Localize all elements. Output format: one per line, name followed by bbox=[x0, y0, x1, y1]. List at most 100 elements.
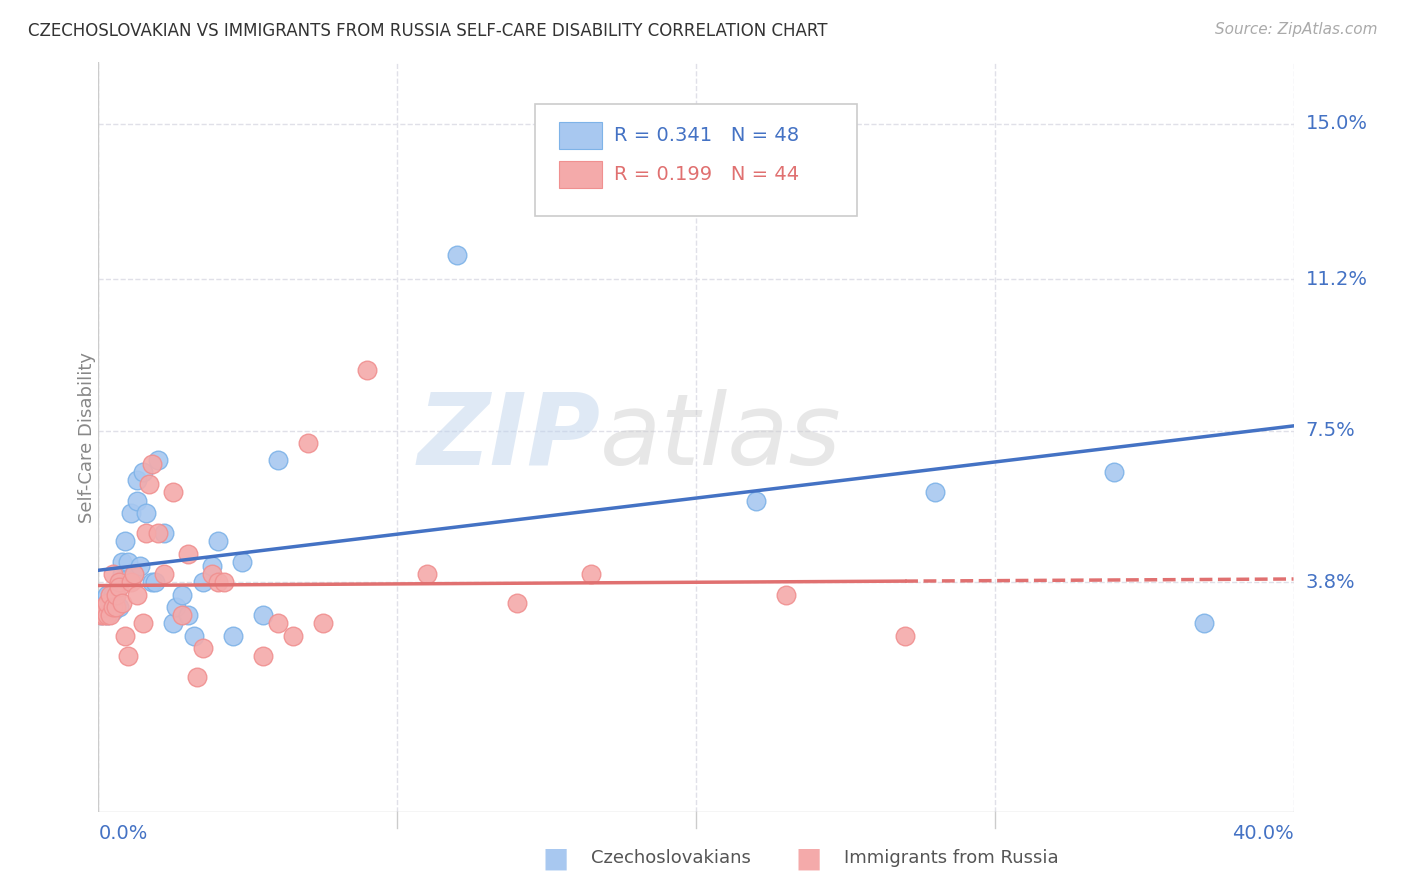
Point bbox=[114, 534, 136, 549]
Point bbox=[745, 493, 768, 508]
Point bbox=[96, 608, 118, 623]
Y-axis label: Self-Care Disability: Self-Care Disability bbox=[79, 351, 96, 523]
Point bbox=[120, 575, 142, 590]
Text: Czechoslovakians: Czechoslovakians bbox=[591, 849, 751, 867]
Text: CZECHOSLOVAKIAN VS IMMIGRANTS FROM RUSSIA SELF-CARE DISABILITY CORRELATION CHART: CZECHOSLOVAKIAN VS IMMIGRANTS FROM RUSSI… bbox=[28, 22, 828, 40]
Text: 7.5%: 7.5% bbox=[1306, 421, 1355, 441]
Point bbox=[138, 477, 160, 491]
Point bbox=[446, 248, 468, 262]
Point bbox=[186, 670, 208, 684]
Point bbox=[231, 555, 253, 569]
Point bbox=[207, 575, 229, 590]
Point bbox=[172, 608, 194, 623]
Point bbox=[153, 526, 176, 541]
Point bbox=[183, 629, 205, 643]
Point bbox=[894, 629, 917, 643]
Point bbox=[281, 629, 304, 643]
Point bbox=[93, 608, 115, 623]
FancyBboxPatch shape bbox=[534, 103, 858, 216]
Point bbox=[124, 567, 146, 582]
Point bbox=[143, 575, 166, 590]
Text: Source: ZipAtlas.com: Source: ZipAtlas.com bbox=[1215, 22, 1378, 37]
Point bbox=[105, 599, 128, 614]
Point bbox=[148, 452, 170, 467]
Point bbox=[252, 608, 274, 623]
Point bbox=[111, 555, 134, 569]
Point bbox=[581, 567, 603, 582]
Point bbox=[165, 599, 187, 614]
Point bbox=[356, 362, 378, 376]
Point bbox=[141, 575, 163, 590]
Point bbox=[90, 608, 112, 623]
Point bbox=[96, 596, 118, 610]
Point bbox=[111, 596, 134, 610]
Point bbox=[201, 559, 224, 574]
Point bbox=[162, 616, 184, 631]
Point bbox=[93, 591, 115, 606]
Point bbox=[148, 526, 170, 541]
Point bbox=[177, 547, 200, 561]
Point bbox=[105, 596, 128, 610]
Text: ■: ■ bbox=[796, 844, 821, 872]
Point bbox=[172, 588, 194, 602]
Point bbox=[141, 457, 163, 471]
Point bbox=[162, 485, 184, 500]
Point bbox=[135, 506, 157, 520]
Text: atlas: atlas bbox=[600, 389, 842, 485]
Point bbox=[108, 575, 131, 590]
Text: 15.0%: 15.0% bbox=[1306, 114, 1368, 134]
Point bbox=[96, 588, 118, 602]
Text: R = 0.199   N = 44: R = 0.199 N = 44 bbox=[613, 165, 799, 185]
Point bbox=[103, 596, 125, 610]
Point bbox=[252, 649, 274, 664]
Point bbox=[222, 629, 245, 643]
Text: 40.0%: 40.0% bbox=[1232, 824, 1294, 843]
Point bbox=[103, 588, 125, 602]
Point bbox=[96, 599, 118, 614]
Point bbox=[132, 616, 155, 631]
Point bbox=[96, 608, 118, 623]
Point bbox=[506, 596, 529, 610]
Point bbox=[550, 125, 572, 139]
Text: R = 0.341   N = 48: R = 0.341 N = 48 bbox=[613, 126, 799, 145]
Point bbox=[207, 534, 229, 549]
Point bbox=[103, 567, 125, 582]
Point bbox=[105, 588, 128, 602]
FancyBboxPatch shape bbox=[558, 121, 602, 149]
Point bbox=[108, 575, 131, 590]
Point bbox=[111, 567, 134, 582]
Text: 11.2%: 11.2% bbox=[1306, 270, 1368, 289]
Point bbox=[132, 465, 155, 479]
Point bbox=[120, 506, 142, 520]
Point bbox=[127, 493, 149, 508]
Point bbox=[416, 567, 439, 582]
Point bbox=[117, 555, 139, 569]
Point bbox=[114, 629, 136, 643]
Point bbox=[98, 588, 122, 602]
Text: ■: ■ bbox=[543, 844, 568, 872]
Point bbox=[103, 604, 125, 618]
Point bbox=[297, 436, 319, 450]
Point bbox=[93, 599, 115, 614]
Point bbox=[124, 567, 146, 582]
Point bbox=[135, 526, 157, 541]
Point bbox=[90, 608, 112, 623]
Point bbox=[108, 599, 131, 614]
FancyBboxPatch shape bbox=[558, 161, 602, 188]
Point bbox=[108, 580, 131, 594]
Point bbox=[117, 649, 139, 664]
Text: 0.0%: 0.0% bbox=[98, 824, 148, 843]
Point bbox=[177, 608, 200, 623]
Point bbox=[212, 575, 235, 590]
Point bbox=[98, 596, 122, 610]
Point bbox=[93, 599, 115, 614]
Point bbox=[98, 608, 122, 623]
Point bbox=[127, 588, 149, 602]
Point bbox=[129, 559, 152, 574]
Text: Immigrants from Russia: Immigrants from Russia bbox=[844, 849, 1059, 867]
Point bbox=[103, 599, 125, 614]
Point bbox=[775, 588, 797, 602]
Text: ZIP: ZIP bbox=[418, 389, 600, 485]
Text: 3.8%: 3.8% bbox=[1306, 573, 1355, 592]
Point bbox=[201, 567, 224, 582]
